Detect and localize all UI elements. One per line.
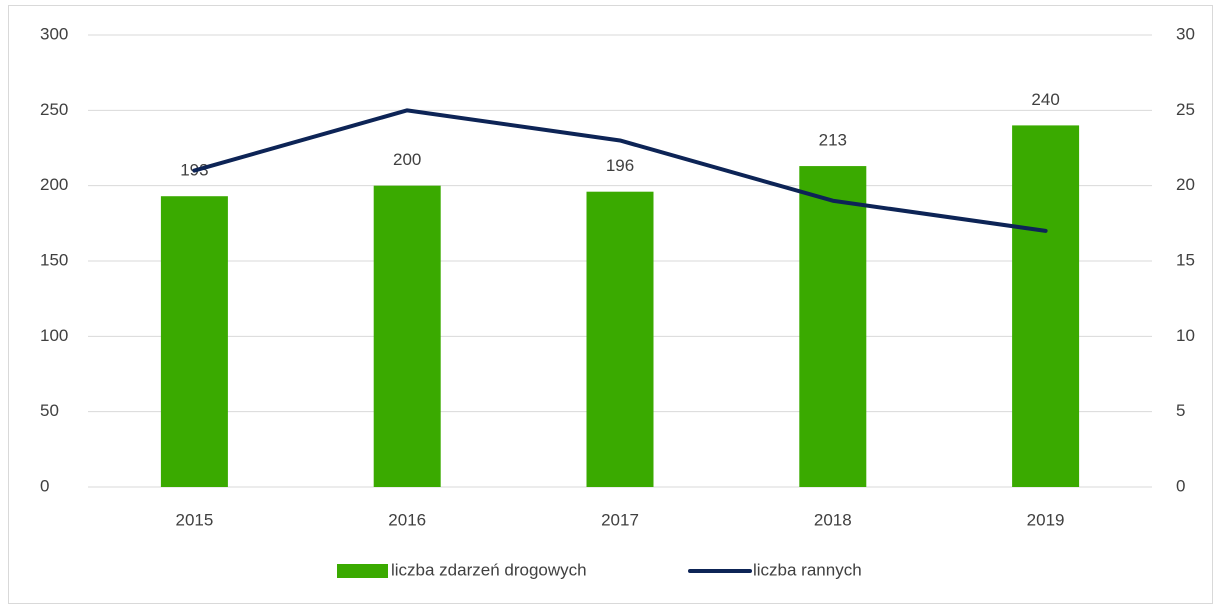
bar xyxy=(1012,125,1080,488)
bar xyxy=(586,191,654,487)
data-label: 240 xyxy=(1031,90,1059,109)
y-tick-label: 0 xyxy=(40,476,49,495)
y2-tick-label: 20 xyxy=(1176,175,1195,194)
y2-tick-label: 0 xyxy=(1176,476,1185,495)
legend-swatch xyxy=(337,564,388,578)
data-label: 196 xyxy=(606,156,634,175)
y2-tick-label: 30 xyxy=(1176,24,1195,43)
y2-tick-label: 10 xyxy=(1176,326,1195,345)
bar xyxy=(373,185,441,487)
y2-tick-label: 5 xyxy=(1176,401,1185,420)
y-tick-label: 300 xyxy=(40,24,68,43)
bar xyxy=(799,166,867,487)
x-tick-label: 2015 xyxy=(175,510,213,529)
y-tick-label: 200 xyxy=(40,175,68,194)
y-tick-label: 50 xyxy=(40,401,59,420)
y-tick-label: 150 xyxy=(40,250,68,269)
y2-tick-label: 25 xyxy=(1176,100,1195,119)
line xyxy=(192,108,1048,233)
y-tick-label: 100 xyxy=(40,326,68,345)
legend-label: liczba rannych xyxy=(753,560,862,579)
legend-label: liczba zdarzeń drogowych xyxy=(391,560,587,579)
x-tick-label: 2016 xyxy=(388,510,426,529)
bar xyxy=(160,196,228,488)
y-tick-label: 250 xyxy=(40,100,68,119)
y2-tick-label: 15 xyxy=(1176,250,1195,269)
x-tick-label: 2017 xyxy=(601,510,639,529)
x-tick-label: 2019 xyxy=(1027,510,1065,529)
data-label: 213 xyxy=(819,131,847,150)
x-tick-label: 2018 xyxy=(814,510,852,529)
data-label: 200 xyxy=(393,150,421,169)
